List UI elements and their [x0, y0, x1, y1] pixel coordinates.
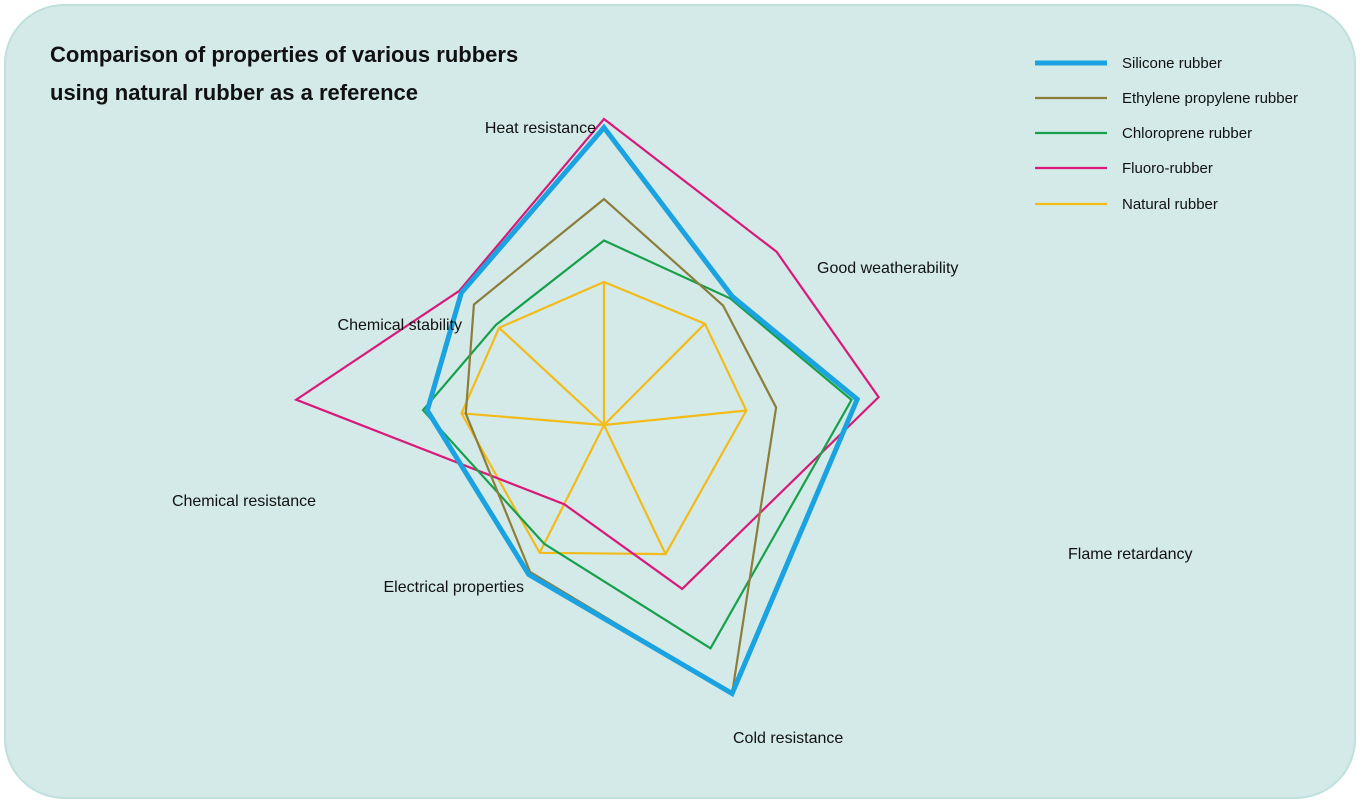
axis-label-cold-resistance: Cold resistance: [733, 730, 843, 747]
legend-item-ethylene-propylene-rubber: Ethylene propylene rubber: [1035, 90, 1298, 107]
series-chloroprene-rubber: [421, 239, 853, 650]
chart-title-line-1: Comparison of properties of various rubb…: [50, 42, 518, 67]
legend-label-natural-rubber: Natural rubber: [1122, 196, 1218, 213]
legend-label-ethylene-propylene-rubber: Ethylene propylene rubber: [1122, 90, 1298, 107]
legend-label-silicone-rubber: Silicone rubber: [1122, 55, 1222, 72]
legend-label-chloroprene-rubber: Chloroprene rubber: [1122, 125, 1252, 142]
series-fluoro-rubber: [293, 117, 881, 591]
legend-item-chloroprene-rubber: Chloroprene rubber: [1035, 125, 1252, 142]
chart-title-line-2: using natural rubber as a reference: [50, 80, 418, 105]
radar-spokes: [461, 282, 747, 555]
axis-label-chemical-resistance: Chemical resistance: [172, 493, 316, 510]
axis-label-good-weatherability: Good weatherability: [817, 260, 958, 277]
spoke-cold-resistance: [603, 424, 667, 555]
axis-label-electrical-properties: Electrical properties: [384, 579, 525, 596]
spoke-electrical-properties: [538, 424, 605, 554]
radar-series: [293, 117, 881, 698]
legend-item-fluoro-rubber: Fluoro-rubber: [1035, 160, 1213, 177]
series-ethylene-propylene-rubber: [464, 197, 778, 696]
spoke-flame-retardancy: [603, 409, 747, 427]
legend-label-fluoro-rubber: Fluoro-rubber: [1122, 160, 1213, 177]
chart-title: Comparison of properties of various rubb…: [50, 42, 518, 105]
legend: Silicone rubber Ethylene propylene rubbe…: [1035, 55, 1298, 213]
series-silicone-rubber: [424, 123, 861, 698]
spoke-chemical-resistance: [461, 412, 605, 427]
axis-label-chemical-stability: Chemical stability: [338, 317, 462, 334]
axis-labels: Heat resistance Good weatherability Flam…: [172, 120, 1193, 747]
spoke-chemical-stability: [498, 326, 605, 426]
legend-item-silicone-rubber: Silicone rubber: [1035, 55, 1222, 72]
axis-label-heat-resistance: Heat resistance: [485, 120, 596, 137]
spoke-good-weatherability: [603, 322, 706, 426]
series-natural-rubber: [460, 280, 748, 556]
axis-label-flame-retardancy: Flame retardancy: [1068, 546, 1193, 563]
chart-panel: [4, 4, 1356, 799]
legend-item-natural-rubber: Natural rubber: [1035, 196, 1218, 213]
